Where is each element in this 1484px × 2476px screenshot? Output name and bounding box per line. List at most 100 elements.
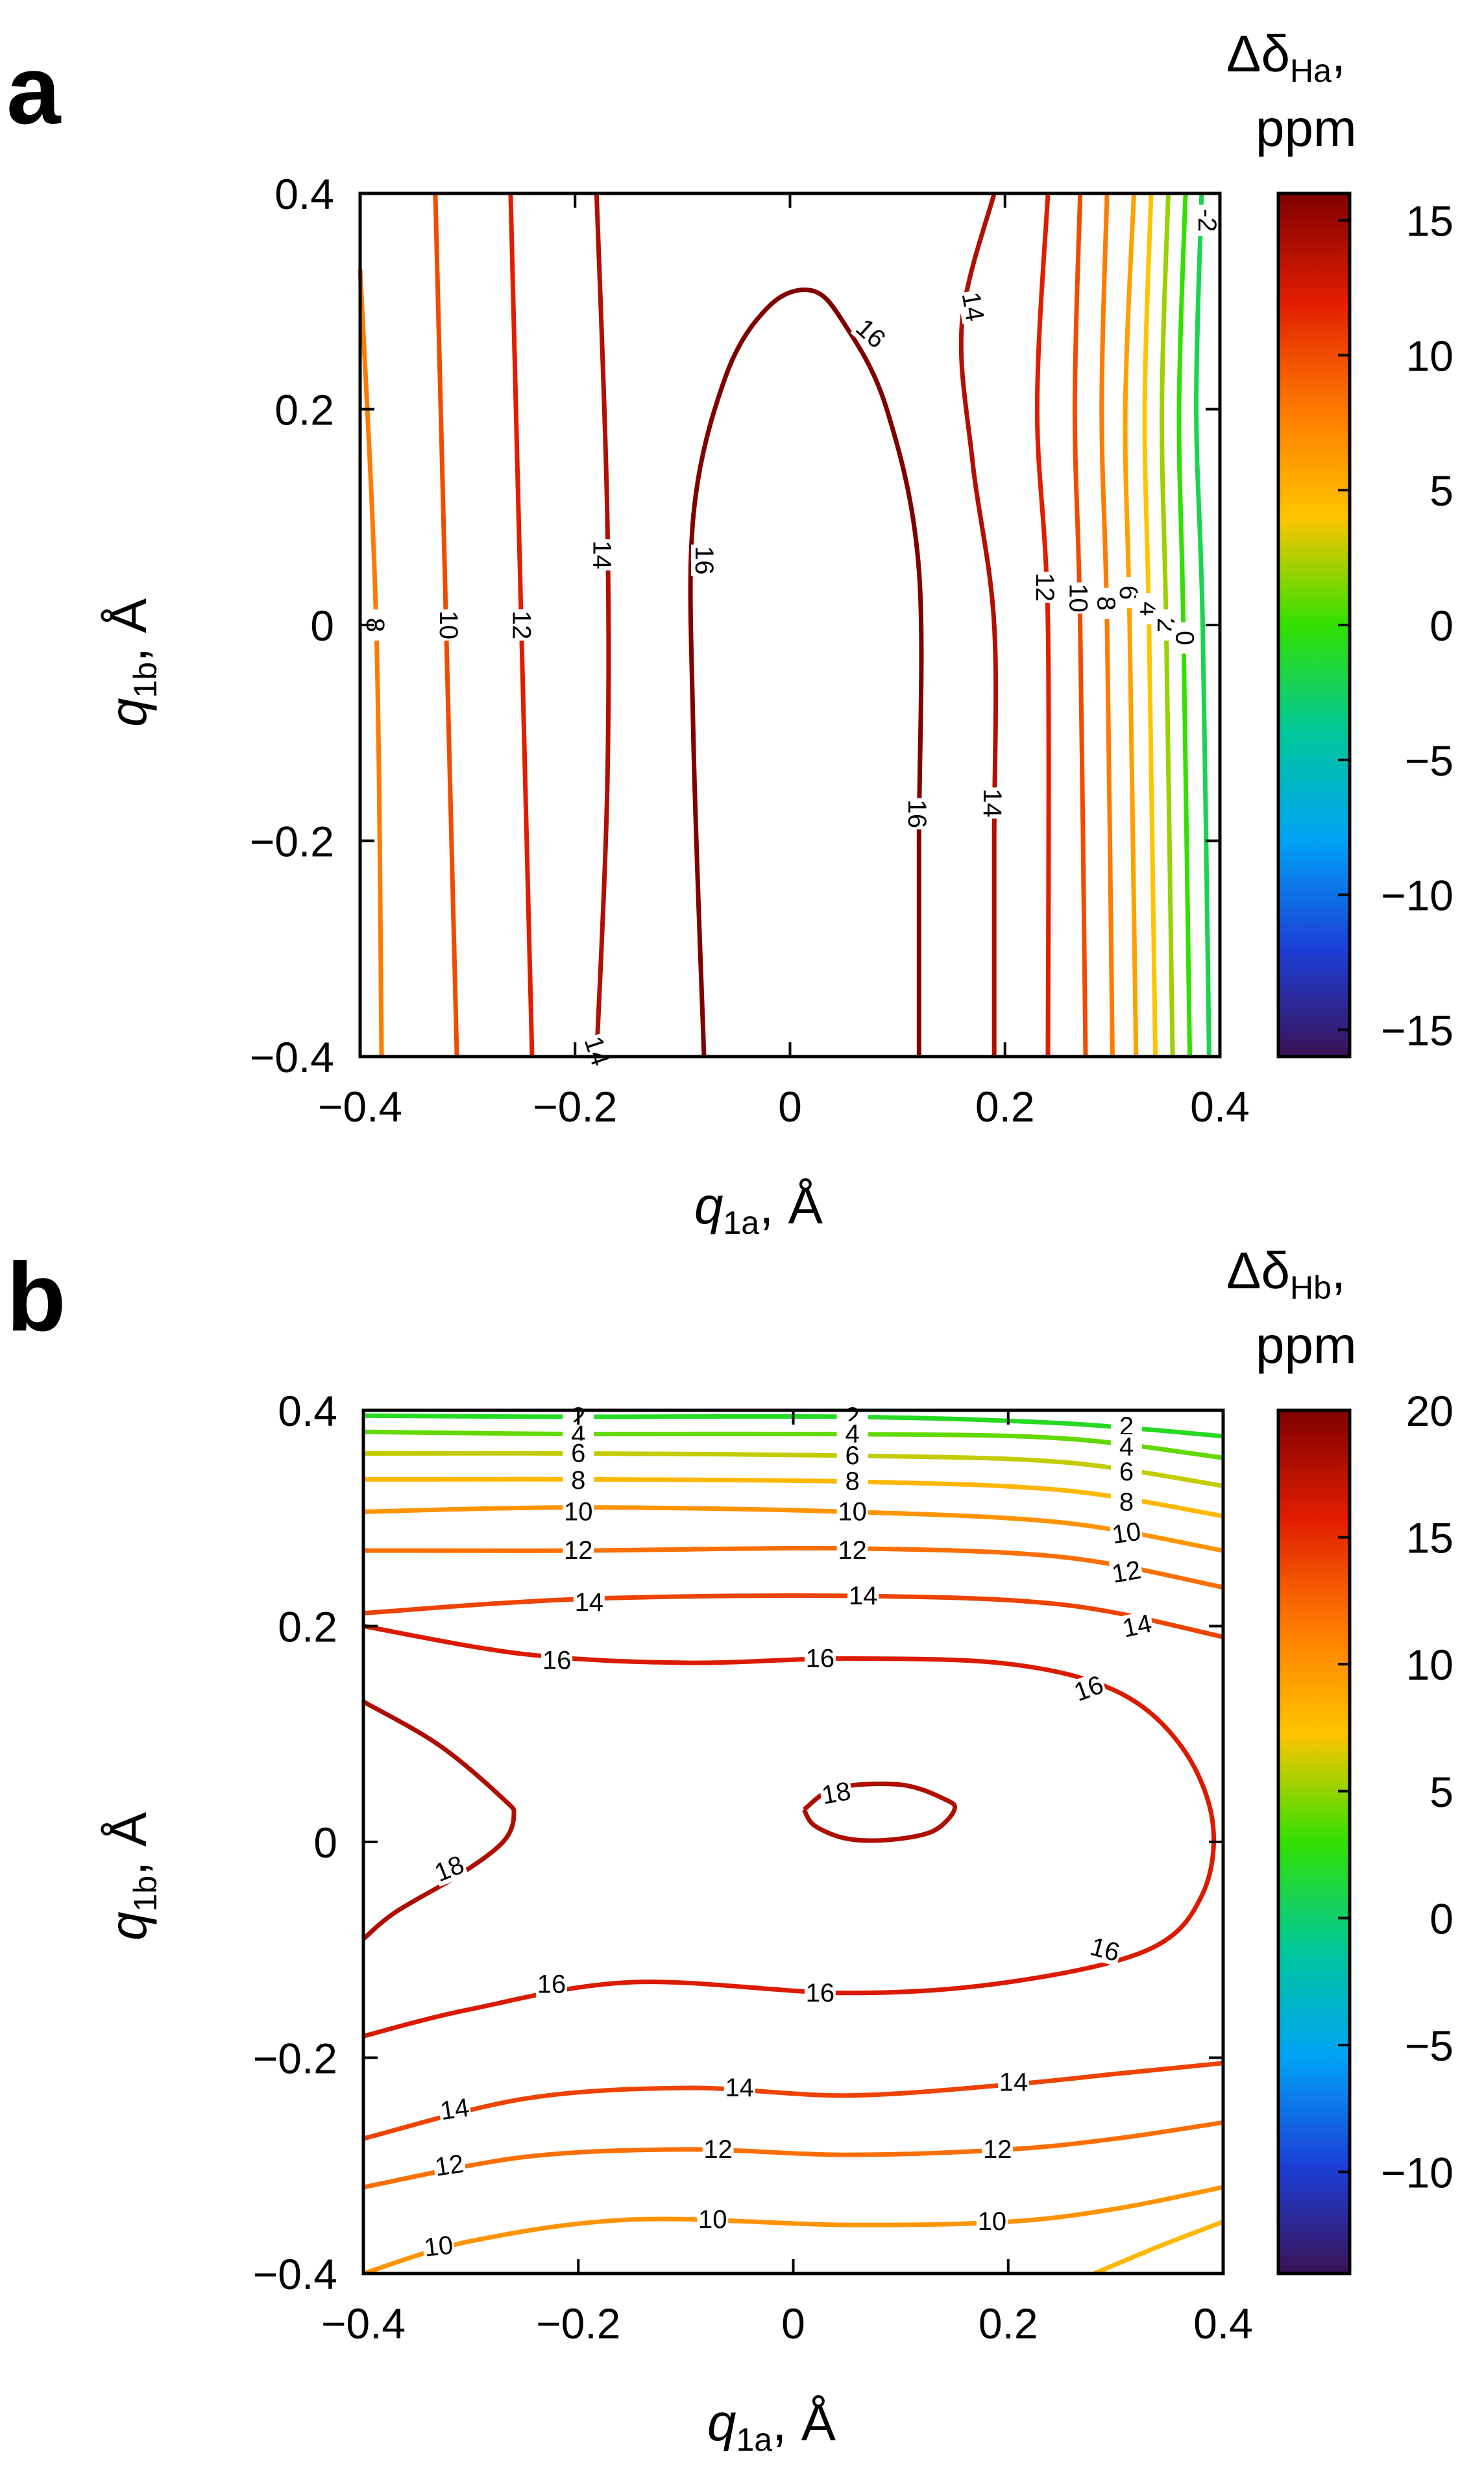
- x-axis-unit-b: , Å: [772, 2394, 836, 2451]
- y-tick-label-b-3: 0.2: [278, 1603, 337, 1651]
- contour-label-bg-b-8-0: [430, 1851, 469, 1887]
- contour-label-a-2-1: 14: [978, 789, 1006, 818]
- contour-label-bg-b-3-0: [563, 1467, 594, 1494]
- contour-label-b-3-1: 8: [845, 1467, 859, 1496]
- contour-label-b-4-2: 10: [1110, 1517, 1143, 1550]
- contour-label-bg-b-6-0: [573, 1589, 605, 1615]
- contour-label-b-5-0: 12: [564, 1536, 593, 1565]
- contour-label-b-4-1: 10: [838, 1497, 867, 1526]
- y-tick-label-a-0: −0.4: [250, 1033, 334, 1081]
- contour-label-bg-a-0-2: [903, 798, 930, 829]
- y-tick-label-b-4: 0.4: [278, 1387, 337, 1435]
- contour-label-a-13-0: -2: [1193, 209, 1221, 232]
- contour-a-level-6-9: [1123, 193, 1139, 1057]
- contour-label-b-11-0: 12: [433, 2150, 465, 2182]
- colorbar-comma-a: ,: [1332, 25, 1346, 82]
- contour-label-bg-b-12-2: [976, 2209, 1008, 2235]
- contour-b-level-2-0: [363, 1413, 1224, 1439]
- svg-text:q1a, Å: q1a, Å: [694, 1177, 823, 1241]
- colorbar-tick-label-a-4: −5: [1405, 737, 1454, 785]
- colorbar-comma-b: ,: [1332, 1242, 1346, 1299]
- contour-label-bg-b-10-2: [998, 2069, 1030, 2096]
- contour-label-bg-a-8-0: [1093, 587, 1119, 619]
- x-tick-label-a-2: 0: [778, 1083, 802, 1131]
- contour-label-b-7-0: 16: [542, 1647, 572, 1675]
- contour-a-level-16-0: [688, 288, 924, 1057]
- contour-b-level-14-10: [363, 2061, 1224, 2141]
- colorbar-tick-label-a-2: 5: [1429, 467, 1454, 515]
- contour-label-b-11-2: 12: [983, 2135, 1012, 2164]
- colorbar-symbol-a: Δδ: [1226, 25, 1290, 82]
- y-axis-symbol-a: q: [99, 698, 157, 728]
- x-tick-label-a-1: −0.2: [533, 1083, 617, 1131]
- contour-label-bg-b-2-0: [563, 1440, 594, 1467]
- contour-label-bg-b-6-1: [847, 1582, 879, 1609]
- contour-label-bg-b-11-2: [982, 2136, 1014, 2163]
- contour-label-b-12-2: 10: [978, 2207, 1007, 2236]
- contour-label-bg-a-0-1: [850, 313, 891, 354]
- contour-label-b-6-0: 14: [575, 1588, 604, 1617]
- contour-label-b-1-2: 4: [1119, 1433, 1134, 1462]
- contour-b-level-18-9: [802, 1782, 958, 1843]
- contour-label-bg-b-11-1: [702, 2136, 734, 2163]
- contour-label-b-10-2: 14: [999, 2068, 1028, 2097]
- colorbar-symbol-b: Δδ: [1226, 1242, 1290, 1299]
- contour-label-b-11-1: 12: [703, 2135, 733, 2164]
- colorbar-ticks-a: 15 10 5 0 −5 −10 −15: [1338, 197, 1454, 1054]
- contour-b-level-8-13: [1093, 2219, 1224, 2276]
- colorbar-unit-a: ppm: [1256, 99, 1357, 157]
- contour-label-bg-b-4-0: [563, 1499, 594, 1525]
- contour-b-level-14-6: [363, 1593, 1224, 1639]
- contour-b-level-10-12: [362, 2185, 1224, 2276]
- contour-label-b-8-0: 18: [431, 1850, 468, 1887]
- contour-a-level--2-13: [1194, 193, 1211, 1057]
- contour-label-bg-b-12-1: [697, 2206, 729, 2233]
- colorbar-b: 20 15 10 5 0 −5 −10 ΔδHb, ppm: [1226, 1242, 1454, 2275]
- contour-label-b-3-0: 8: [571, 1466, 585, 1495]
- contour-label-a-5-0: 10: [434, 611, 463, 640]
- contour-label-bg-b-7-2: [1069, 1671, 1108, 1706]
- contour-label-bg-b-7-3: [1086, 1933, 1124, 1967]
- y-tick-label-b-0: −0.4: [253, 2250, 337, 2298]
- contour-b-level-10-4: [363, 1505, 1224, 1553]
- panel-letter-a: a: [6, 35, 62, 144]
- contour-label-bg-b-2-2: [1110, 1458, 1142, 1485]
- contour-label-a-9-0: 6: [1114, 585, 1143, 600]
- contour-b-level-8-3: [363, 1477, 1224, 1519]
- contour-label-bg-b-10-1: [724, 2075, 755, 2102]
- colorbar-tick-label-b-2: 10: [1406, 1641, 1454, 1689]
- colorbar-tick-label-b-0: 20: [1406, 1387, 1454, 1435]
- colorbar-tick-label-b-3: 5: [1429, 1768, 1454, 1816]
- contour-label-bg-a-7-0: [362, 609, 389, 641]
- contour-label-a-12-0: 0: [1170, 631, 1198, 645]
- y-axis-label-a: q1b, Å: [99, 598, 164, 727]
- panel-b: b 22244466688810101012121214141416161616…: [6, 1242, 1454, 2458]
- x-tick-label-b-1: −0.2: [536, 2299, 620, 2347]
- x-tick-label-b-0: −0.4: [321, 2299, 406, 2347]
- y-axis-symbol-b: q: [99, 1912, 157, 1941]
- x-axis-subscript-b: 1a: [736, 2421, 773, 2458]
- contour-label-bg-b-10-0: [437, 2094, 472, 2125]
- contour-label-a-0-2: 16: [903, 800, 931, 829]
- x-tick-label-b-3: 0.2: [979, 2299, 1038, 2347]
- contour-label-a-2-0: 14: [956, 290, 990, 323]
- contour-label-bg-b-5-1: [836, 1538, 868, 1564]
- y-tick-label-a-3: 0.2: [274, 386, 334, 434]
- colorbar-unit-b: ppm: [1256, 1316, 1357, 1374]
- contour-label-bg-a-13-0: [1194, 204, 1221, 236]
- panel-letter-b: b: [6, 1242, 66, 1351]
- contour-label-bg-b-1-2: [1110, 1434, 1142, 1460]
- contour-label-a-3-0: 12: [507, 611, 535, 640]
- contour-label-b-7-5: 16: [537, 1970, 566, 1998]
- svg-text:q1b, Å: q1b, Å: [99, 598, 164, 727]
- y-axis-subscript-b: 1b: [127, 1876, 164, 1912]
- colorbar-title-a: ΔδHa,: [1226, 25, 1346, 89]
- contour-label-b-10-1: 14: [725, 2074, 754, 2102]
- y-tick-label-a-1: −0.2: [250, 818, 334, 866]
- contour-label-bg-a-2-0: [957, 289, 988, 325]
- x-axis-symbol-a: q: [694, 1177, 724, 1234]
- contour-label-b-2-2: 6: [1119, 1458, 1134, 1486]
- contour-a-level-12-4: [1034, 193, 1051, 1057]
- x-axis-label-a: q1a, Å: [694, 1177, 823, 1241]
